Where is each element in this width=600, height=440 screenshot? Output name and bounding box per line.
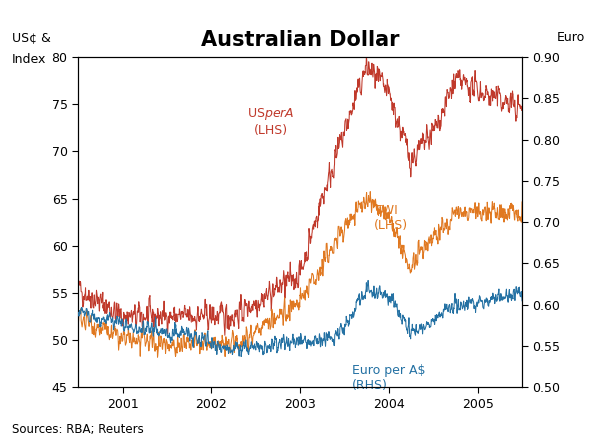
Text: Index: Index xyxy=(12,53,46,66)
Title: Australian Dollar: Australian Dollar xyxy=(201,30,399,50)
Text: Euro: Euro xyxy=(557,31,585,44)
Text: US¢ &: US¢ & xyxy=(12,31,51,44)
Text: US$ per A$
(LHS): US$ per A$ (LHS) xyxy=(247,106,295,137)
Text: Sources: RBA; Reuters: Sources: RBA; Reuters xyxy=(12,422,144,436)
Text: TWI
(LHS): TWI (LHS) xyxy=(374,204,408,231)
Text: Euro per A$
(RHS): Euro per A$ (RHS) xyxy=(352,363,425,392)
